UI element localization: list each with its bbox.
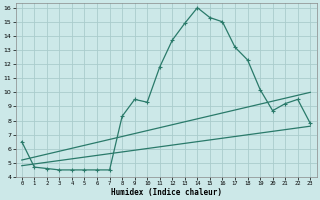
X-axis label: Humidex (Indice chaleur): Humidex (Indice chaleur) [110, 188, 221, 197]
